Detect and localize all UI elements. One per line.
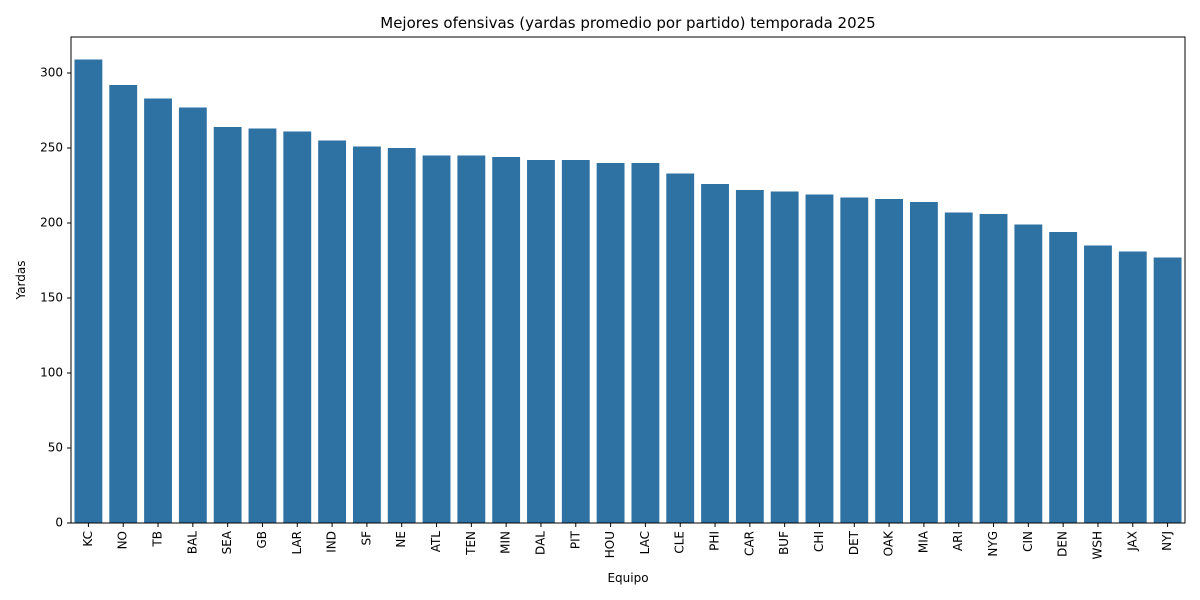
bar-jax xyxy=(1118,251,1147,523)
y-tick-label: 0 xyxy=(55,516,63,530)
y-tick-label: 50 xyxy=(48,441,63,455)
bar-nyj xyxy=(1153,257,1182,523)
bar-pit xyxy=(561,160,590,523)
x-tick-label: ARI xyxy=(951,531,965,551)
bar-dal xyxy=(527,160,555,523)
x-tick-label: DET xyxy=(847,530,861,555)
x-tick-label: NYJ xyxy=(1160,531,1174,551)
x-tick-label: BUF xyxy=(777,531,791,555)
x-tick-label: HOU xyxy=(603,531,617,558)
x-tick-label: OAK xyxy=(882,530,896,556)
x-axis: KC NO TB BAL SEA GB LAR IND SF NE ATL TEN MIN DAL PIT H… xyxy=(81,523,1174,560)
bar-gb xyxy=(248,128,277,523)
bar-phi xyxy=(701,184,729,523)
bar-hou xyxy=(596,163,625,523)
x-tick-label: LAR xyxy=(290,531,304,555)
bar-cle xyxy=(666,173,695,523)
x-tick-label: CIN xyxy=(1021,531,1035,552)
x-tick-label: LAC xyxy=(638,531,652,554)
bar-det xyxy=(840,197,869,523)
x-tick-label: NE xyxy=(394,531,408,548)
bar-nyg xyxy=(979,214,1008,523)
bar-atl xyxy=(422,155,451,523)
x-tick-label: SF xyxy=(359,531,373,546)
bars-group xyxy=(74,59,1182,523)
bar-oak xyxy=(875,199,904,523)
bar-tb xyxy=(144,98,172,523)
x-tick-label: KC xyxy=(81,531,95,547)
bar-no xyxy=(109,85,138,523)
x-tick-label: PIT xyxy=(568,530,582,549)
bar-den xyxy=(1049,232,1078,523)
bar-cin xyxy=(1014,224,1043,523)
plot-frame xyxy=(70,36,1186,524)
x-tick-label: MIA xyxy=(916,530,930,553)
chart-title: Mejores ofensivas (yardas promedio por p… xyxy=(380,14,875,32)
y-tick-label: 300 xyxy=(40,66,63,80)
bar-sea xyxy=(213,127,242,523)
x-tick-label: GB xyxy=(255,531,269,549)
x-tick-label: CHI xyxy=(812,531,826,552)
x-tick-label: DEN xyxy=(1056,531,1070,557)
x-tick-label: TB xyxy=(151,531,165,548)
x-tick-label: CAR xyxy=(742,531,756,556)
y-tick-label: 100 xyxy=(40,366,63,380)
bar-car xyxy=(735,190,764,523)
bar-ten xyxy=(457,155,486,523)
y-tick-label: 250 xyxy=(40,141,63,155)
x-tick-label: BAL xyxy=(185,531,199,554)
x-tick-label: NYG xyxy=(986,531,1000,557)
bar-ari xyxy=(944,212,973,523)
bar-buf xyxy=(770,191,799,523)
x-tick-label: ATL xyxy=(429,531,443,553)
x-tick-label: DAL xyxy=(533,531,547,555)
x-tick-label: MIN xyxy=(499,531,513,554)
bar-ne xyxy=(387,148,416,523)
bar-mia xyxy=(909,202,938,523)
x-tick-label: JAX xyxy=(1125,531,1139,552)
y-tick-label: 150 xyxy=(40,291,63,305)
bar-chi xyxy=(805,194,834,523)
bar-wsh xyxy=(1084,245,1112,523)
y-tick-label: 200 xyxy=(40,216,63,230)
x-tick-label: PHI xyxy=(708,531,722,551)
bar-lac xyxy=(631,163,660,523)
x-tick-label: NO xyxy=(116,531,130,549)
x-tick-label: TEN xyxy=(464,531,478,556)
x-tick-label: CLE xyxy=(673,531,687,554)
bar-kc xyxy=(74,59,103,523)
x-tick-label: WSH xyxy=(1090,531,1104,560)
bar-bal xyxy=(178,107,207,523)
y-axis: 0 50 100 150 200 250 300 xyxy=(40,66,71,530)
y-axis-title: Yardas xyxy=(14,261,28,301)
x-tick-label: IND xyxy=(325,531,339,553)
bar-sf xyxy=(352,146,381,523)
bar-lar xyxy=(283,131,312,523)
x-axis-title: Equipo xyxy=(607,571,648,585)
bar-ind xyxy=(318,140,347,523)
x-tick-label: SEA xyxy=(220,530,234,554)
bar-min xyxy=(492,157,521,523)
